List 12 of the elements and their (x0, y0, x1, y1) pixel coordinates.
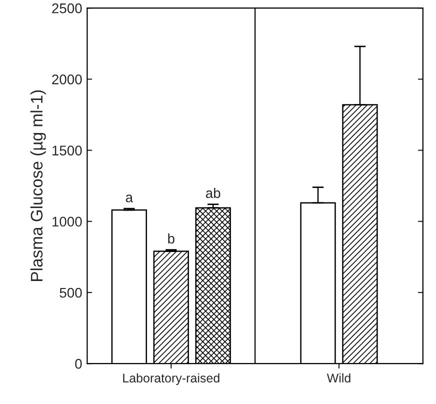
y-axis-title: Plasma Glucose (µg ml-1) (30, 90, 46, 281)
data-label: b (168, 233, 174, 244)
y-tick-label: 2500 (52, 3, 82, 14)
y-tick-label: 1500 (52, 146, 82, 156)
data-label: a (126, 194, 134, 202)
y-tick-label: 0 (75, 358, 82, 369)
x-tick-label: Laboratory-raised (123, 373, 220, 385)
data-label: ab (206, 188, 220, 198)
y-tick-label: 1000 (52, 216, 82, 227)
y-tick-label: 2000 (52, 74, 82, 84)
x-tick-label: Wild (326, 373, 350, 383)
y-tick-label: 500 (60, 288, 82, 298)
